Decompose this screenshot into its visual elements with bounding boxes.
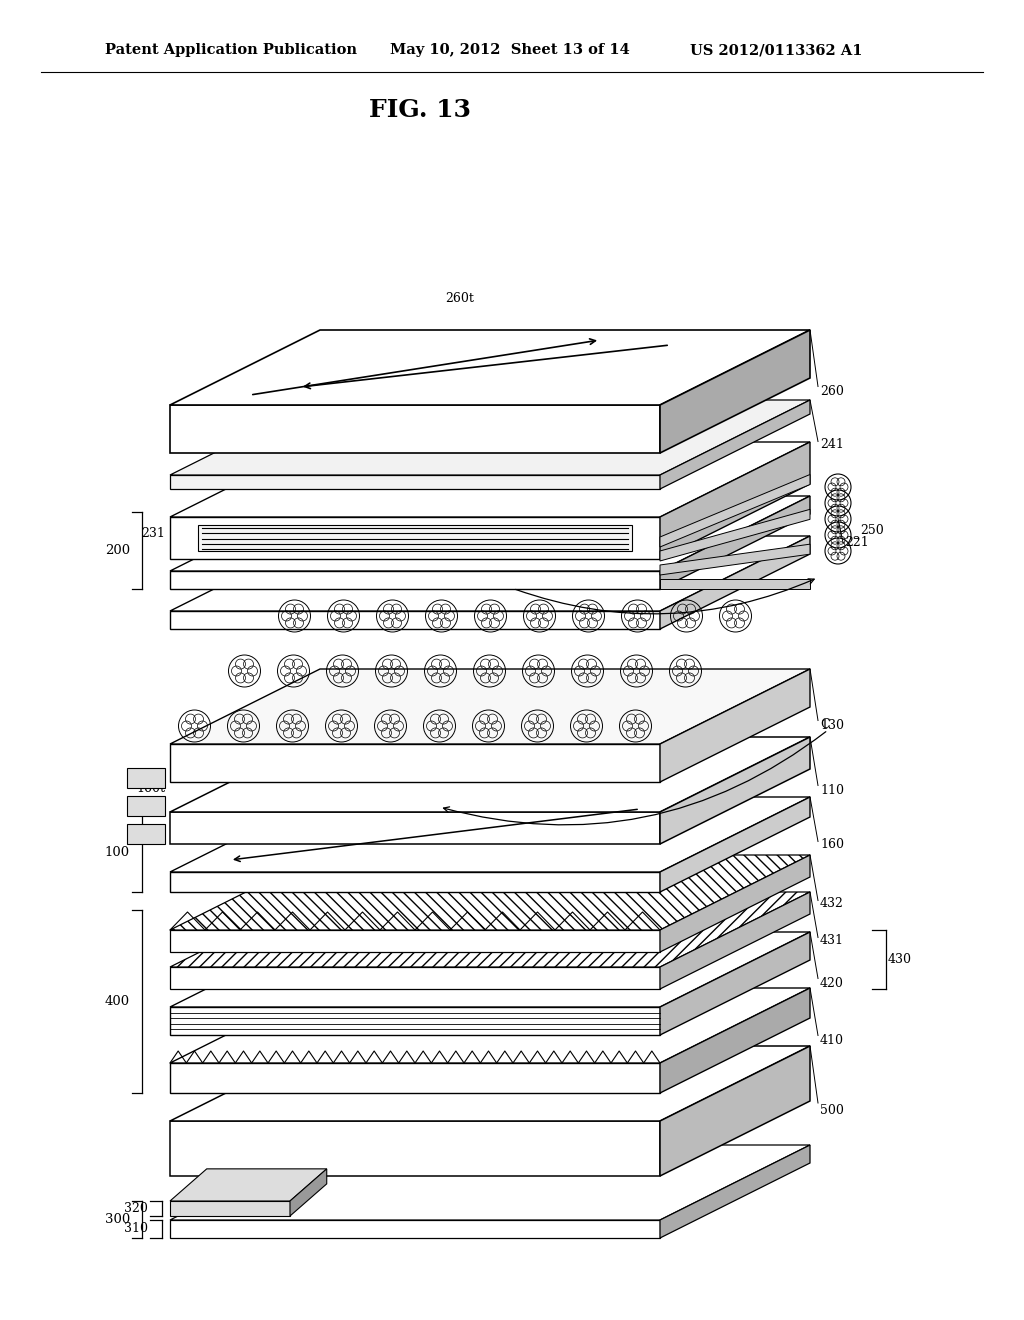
Text: 300: 300	[104, 1213, 130, 1226]
Text: 160t: 160t	[136, 783, 165, 796]
Text: May 10, 2012  Sheet 13 of 14: May 10, 2012 Sheet 13 of 14	[390, 44, 630, 57]
Polygon shape	[170, 1220, 660, 1238]
Text: 241: 241	[820, 438, 844, 451]
Text: 420: 420	[820, 977, 844, 990]
Text: Patent Application Publication: Patent Application Publication	[105, 44, 357, 57]
Text: 130: 130	[820, 719, 844, 733]
Text: 110: 110	[820, 784, 844, 797]
Polygon shape	[660, 544, 810, 576]
Text: 310: 310	[124, 1222, 148, 1236]
Text: 410: 410	[820, 1034, 844, 1047]
Polygon shape	[170, 496, 810, 572]
Text: 200: 200	[104, 544, 130, 557]
Text: 231: 231	[141, 527, 165, 540]
Polygon shape	[170, 330, 810, 405]
Polygon shape	[170, 931, 660, 952]
Text: 100: 100	[104, 846, 130, 858]
Polygon shape	[660, 987, 810, 1093]
Text: 260t: 260t	[445, 292, 474, 305]
Polygon shape	[660, 1045, 810, 1176]
Polygon shape	[660, 797, 810, 892]
Polygon shape	[170, 1045, 810, 1121]
Polygon shape	[170, 812, 660, 843]
Polygon shape	[290, 1168, 327, 1216]
Polygon shape	[170, 669, 810, 744]
Polygon shape	[660, 510, 810, 561]
Polygon shape	[127, 796, 165, 816]
Polygon shape	[660, 669, 810, 781]
Polygon shape	[170, 442, 810, 517]
Text: FIG. 13: FIG. 13	[369, 98, 471, 121]
Polygon shape	[170, 968, 660, 989]
Polygon shape	[170, 1121, 660, 1176]
Polygon shape	[170, 855, 810, 931]
Polygon shape	[170, 1144, 810, 1220]
Polygon shape	[660, 330, 810, 453]
Polygon shape	[170, 737, 810, 812]
Polygon shape	[198, 525, 632, 550]
Polygon shape	[170, 405, 660, 453]
Polygon shape	[660, 442, 810, 558]
Polygon shape	[660, 474, 810, 546]
Text: 430: 430	[888, 953, 912, 966]
Polygon shape	[170, 400, 810, 475]
Text: 260: 260	[820, 385, 844, 399]
Polygon shape	[660, 1144, 810, 1238]
Text: C: C	[820, 718, 829, 731]
Polygon shape	[170, 987, 810, 1063]
Polygon shape	[170, 1007, 660, 1035]
Polygon shape	[170, 797, 810, 873]
Polygon shape	[660, 892, 810, 989]
Polygon shape	[660, 737, 810, 843]
Polygon shape	[170, 1063, 660, 1093]
Polygon shape	[170, 873, 660, 892]
Polygon shape	[660, 932, 810, 1035]
Polygon shape	[170, 517, 660, 558]
Polygon shape	[660, 855, 810, 952]
Polygon shape	[660, 400, 810, 488]
Polygon shape	[660, 579, 810, 589]
Polygon shape	[170, 475, 660, 488]
Polygon shape	[170, 744, 660, 781]
Polygon shape	[170, 1168, 327, 1201]
Text: 320: 320	[124, 1203, 148, 1214]
Text: 432: 432	[820, 898, 844, 909]
Polygon shape	[660, 496, 810, 589]
Polygon shape	[170, 572, 660, 589]
Text: US 2012/0113362 A1: US 2012/0113362 A1	[690, 44, 862, 57]
Polygon shape	[127, 768, 165, 788]
Polygon shape	[170, 932, 810, 1007]
Polygon shape	[170, 536, 810, 611]
Text: 221: 221	[845, 536, 868, 549]
Polygon shape	[170, 892, 810, 968]
Polygon shape	[660, 536, 810, 630]
Polygon shape	[170, 611, 660, 630]
Text: 400: 400	[104, 995, 130, 1008]
Polygon shape	[170, 1201, 290, 1216]
Polygon shape	[127, 824, 165, 843]
Text: 250: 250	[860, 524, 884, 536]
Text: 500: 500	[820, 1105, 844, 1118]
Text: 160: 160	[820, 838, 844, 851]
Text: 431: 431	[820, 935, 844, 946]
